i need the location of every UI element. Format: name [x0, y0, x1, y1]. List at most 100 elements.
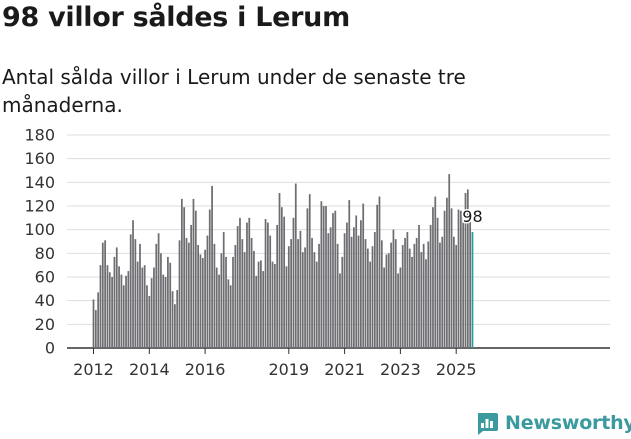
bar: [129, 234, 132, 348]
bar: [201, 258, 204, 348]
bar: [304, 247, 306, 348]
bar: [283, 216, 286, 348]
bar: [176, 290, 179, 348]
bar: [264, 219, 267, 348]
bar: [167, 256, 169, 348]
bar: [466, 189, 469, 348]
bar: [427, 241, 430, 348]
bar: [194, 210, 197, 348]
bar: [450, 208, 453, 348]
bar: [280, 207, 283, 348]
y-tick-label: 40: [35, 291, 55, 310]
bar: [339, 273, 341, 348]
bar: [397, 273, 399, 348]
bar: [236, 226, 239, 348]
bar: [234, 245, 237, 348]
newsworthy-chart-icon: [478, 413, 498, 435]
bar: [115, 247, 118, 348]
bar: [448, 174, 451, 348]
newsworthy-logo[interactable]: Newsworthy: [475, 408, 631, 438]
bar: [453, 236, 455, 348]
bar: [383, 267, 385, 348]
bar: [315, 261, 318, 348]
bar: [327, 233, 330, 348]
x-tick-label: 2023: [380, 360, 421, 379]
page-title: 98 villor såldes i Lerum: [2, 2, 350, 33]
bar: [422, 243, 425, 348]
bar: [220, 253, 223, 348]
bar: [387, 253, 390, 348]
y-axis-labels: 0 20 40 60 80 100 120 140 160 180: [24, 126, 55, 358]
bar: [408, 248, 411, 348]
bar: [232, 256, 234, 348]
bar: [360, 220, 362, 348]
bar: [292, 217, 295, 348]
bar: [322, 206, 325, 348]
bar: [415, 237, 418, 348]
bar: [222, 232, 225, 348]
bar: [190, 224, 193, 348]
bar: [262, 271, 265, 348]
bar: [113, 256, 116, 348]
bar: [294, 183, 297, 348]
bar: [318, 243, 320, 348]
bar: [357, 235, 360, 348]
bar: [125, 275, 127, 348]
bar: [250, 237, 253, 348]
bar: [348, 200, 351, 348]
bar: [285, 266, 288, 348]
bar: [215, 267, 218, 348]
bar: [241, 239, 244, 348]
y-tick-label: 60: [35, 268, 55, 287]
bar: [390, 242, 392, 348]
x-tick-label: 2021: [324, 360, 365, 379]
page-subtitle: Antal sålda villor i Lerum under de sena…: [2, 65, 466, 117]
bar: [155, 243, 158, 348]
bar: [169, 262, 172, 348]
bar: [187, 242, 190, 348]
bar: [378, 196, 381, 348]
bar: [373, 232, 376, 348]
bar: [455, 245, 458, 348]
bar: [459, 210, 462, 348]
bar: [174, 304, 176, 348]
bar: [101, 242, 104, 348]
bar: [106, 265, 109, 348]
bar: [162, 274, 165, 348]
bar: [225, 256, 227, 348]
bar: [401, 245, 404, 348]
bar: [320, 201, 323, 348]
bar: [141, 267, 144, 348]
bar: [185, 237, 188, 348]
bar: [118, 266, 120, 348]
bar: [308, 194, 311, 348]
bar: [257, 261, 260, 348]
bar: [446, 197, 448, 348]
bar: [267, 222, 269, 348]
bar: [443, 210, 446, 348]
bar: [211, 185, 213, 348]
bar: [197, 245, 199, 348]
bar: [127, 271, 130, 348]
bar: [94, 310, 97, 348]
bar: [355, 215, 358, 348]
bar: [122, 285, 125, 348]
bar: [413, 243, 416, 348]
bar: [111, 277, 113, 348]
bar: [183, 207, 186, 348]
highlight-bar: [471, 232, 474, 348]
bar: [97, 292, 100, 348]
bar: [376, 204, 379, 348]
bar: [136, 261, 139, 348]
bar: [469, 217, 472, 348]
bar: [380, 240, 383, 348]
bar: [362, 203, 365, 348]
y-tick-label: 160: [24, 149, 55, 168]
bar: [260, 260, 262, 348]
bar: [399, 267, 402, 348]
bar: [206, 235, 209, 348]
bar: [394, 239, 397, 348]
bar: [439, 242, 441, 348]
bar: [278, 192, 281, 348]
